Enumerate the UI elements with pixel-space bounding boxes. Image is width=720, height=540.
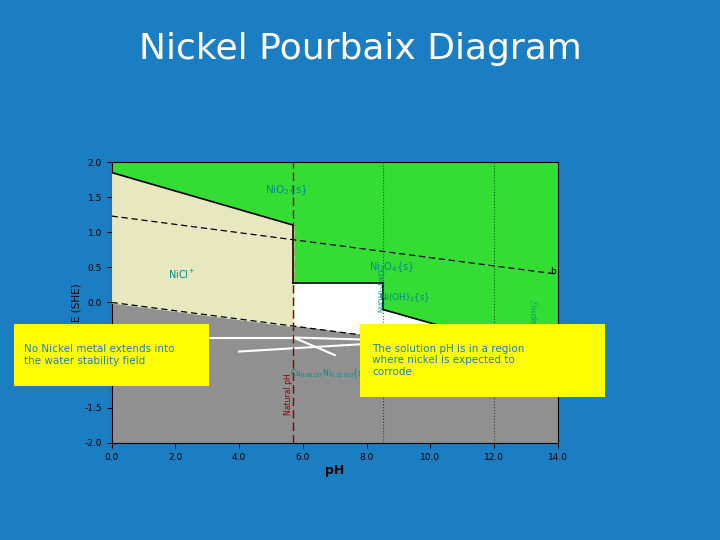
X-axis label: pH: pH [325, 464, 344, 477]
Text: b: b [550, 267, 556, 276]
Text: Ni(OH)$_3^-$: Ni(OH)$_3^-$ [530, 298, 541, 328]
Text: Natural pH: Natural pH [284, 373, 293, 415]
Text: NiCl$^+$: NiCl$^+$ [168, 268, 196, 281]
Text: Ni(OH)$_2${aq}: Ni(OH)$_2${aq} [377, 267, 388, 313]
Polygon shape [112, 162, 558, 361]
Text: NiO$_2${s}: NiO$_2${s} [266, 183, 309, 197]
Text: No Nickel metal extends into
the water stability field: No Nickel metal extends into the water s… [24, 345, 175, 366]
Text: The solution pH is in a region
where nickel is expected to
corrode: The solution pH is in a region where nic… [372, 344, 525, 377]
Y-axis label: E (SHE): E (SHE) [71, 283, 81, 322]
Text: a: a [550, 355, 556, 364]
Text: Ni(OH)$_2${s}: Ni(OH)$_2${s} [379, 291, 431, 304]
Text: Ni$_3$O$_4${s}: Ni$_3$O$_4${s} [369, 260, 415, 274]
Text: Nickel Pourbaix Diagram: Nickel Pourbaix Diagram [138, 32, 582, 65]
Text: Cu$_{0.68237}$Ni$_{0.31703}${s}: Cu$_{0.68237}$Ni$_{0.31703}${s} [289, 367, 367, 380]
